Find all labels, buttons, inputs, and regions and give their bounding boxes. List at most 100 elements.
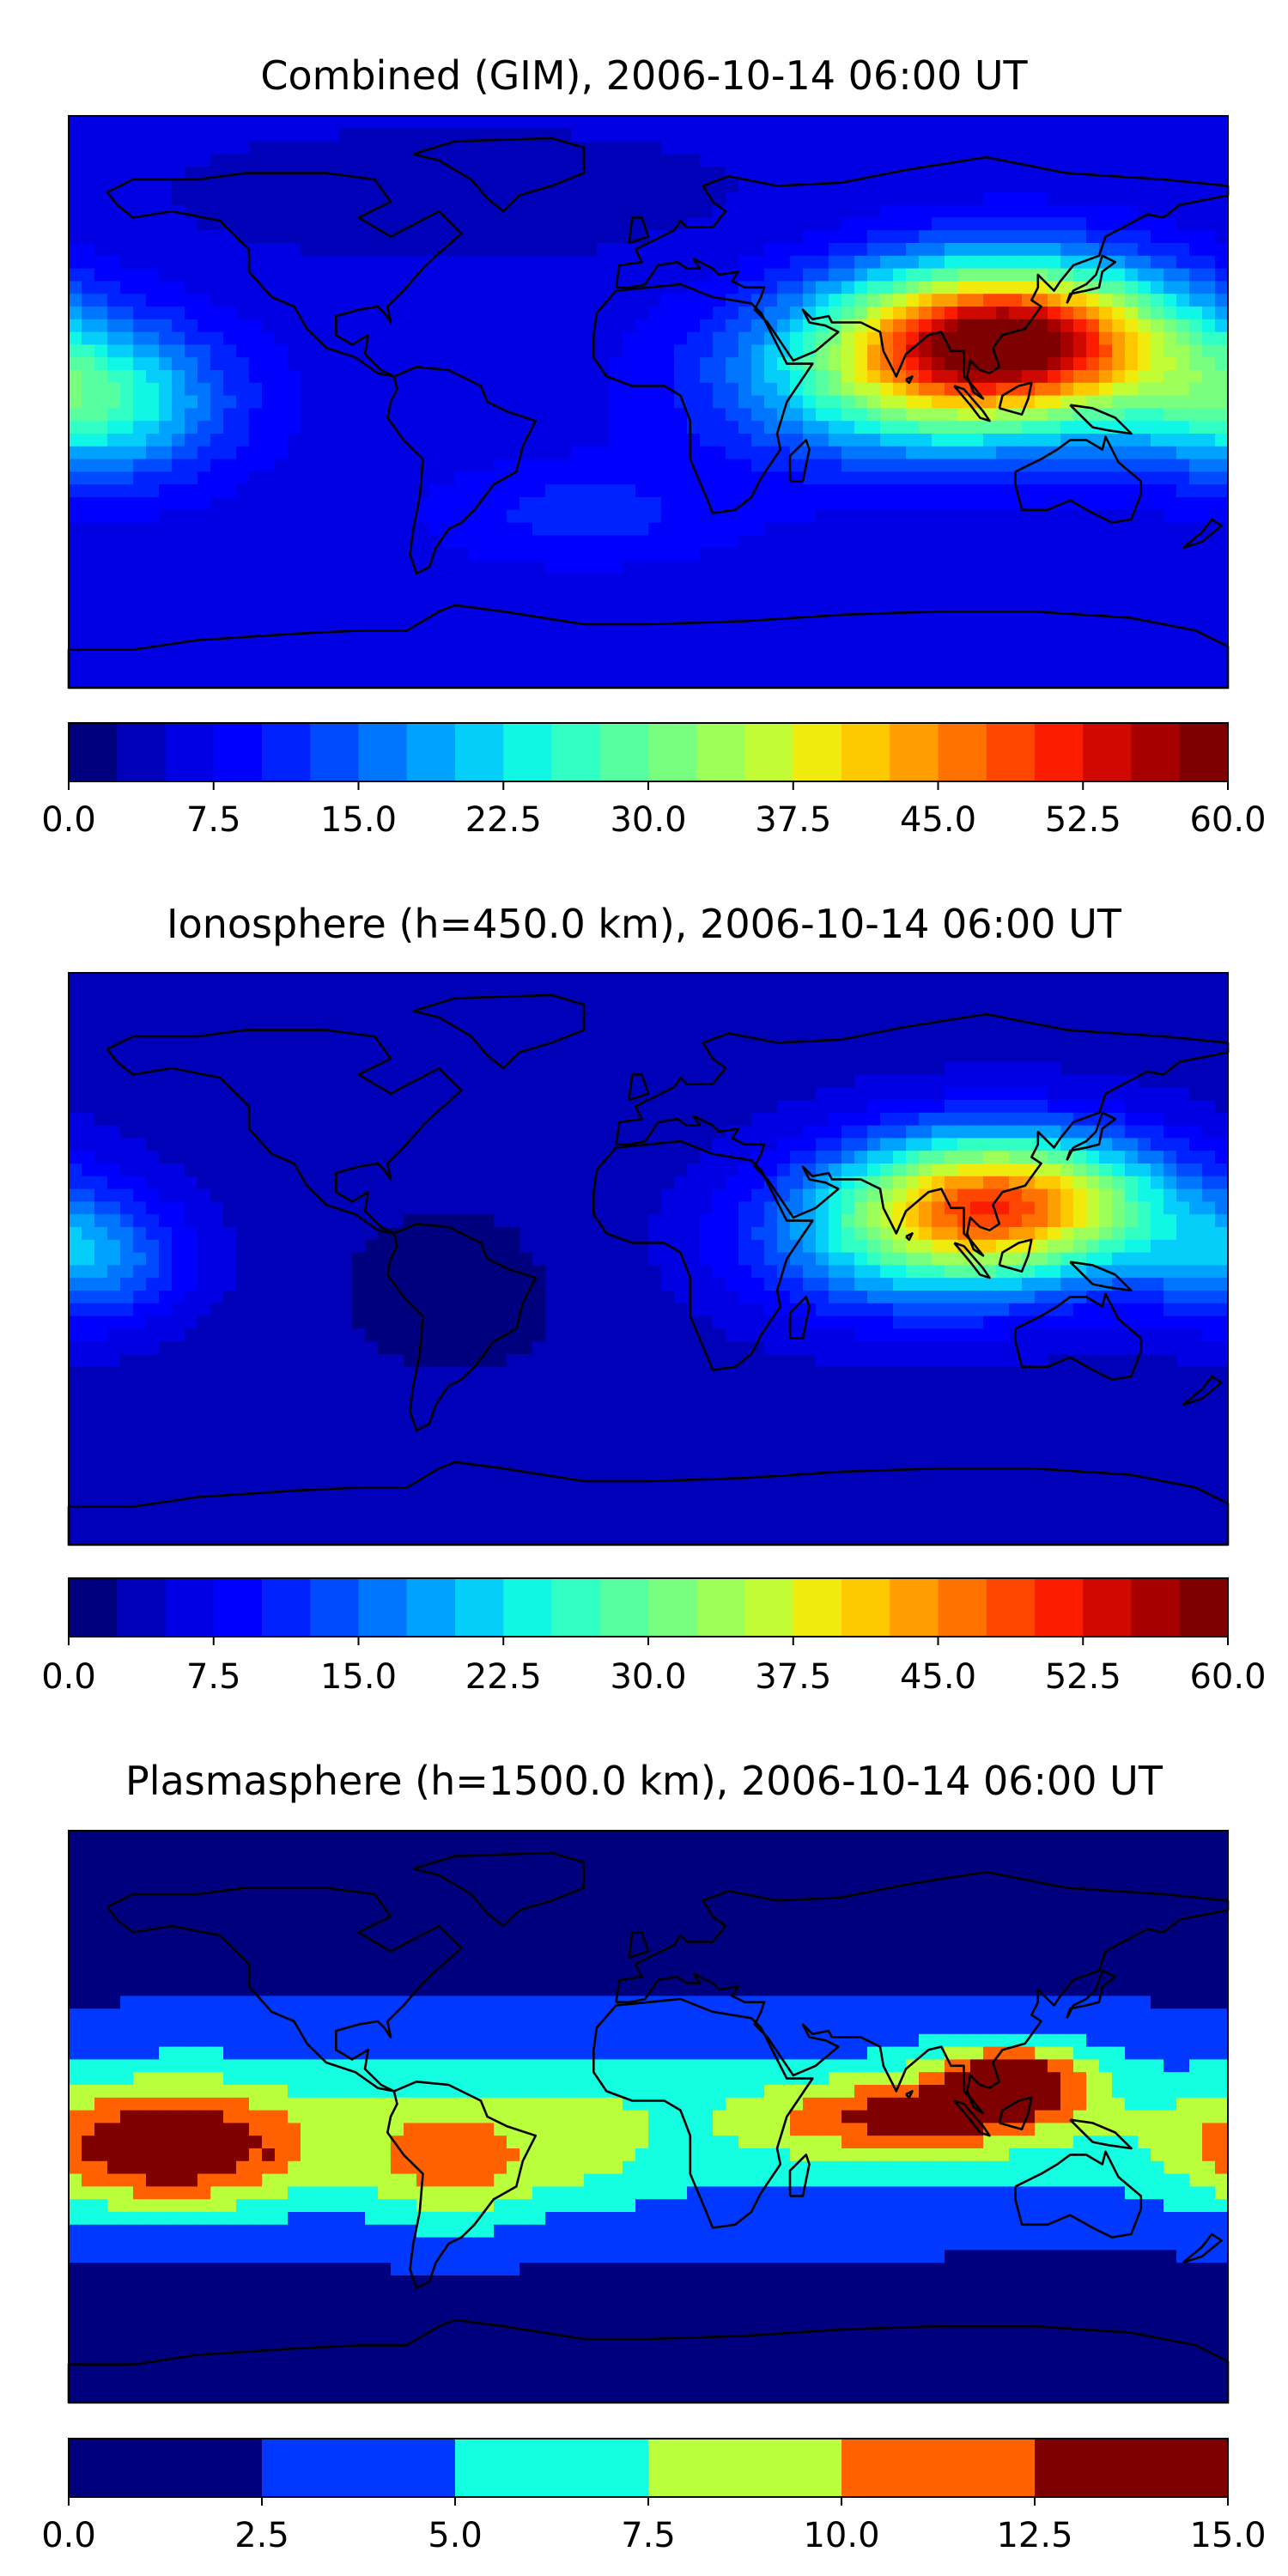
contour-cell	[185, 167, 198, 180]
contour-cell	[880, 497, 894, 511]
contour-cell	[597, 636, 611, 651]
contour-cell	[738, 598, 752, 612]
contour-cell	[262, 636, 276, 651]
contour-cell	[519, 636, 533, 651]
contour-cell	[1009, 1036, 1023, 1050]
contour-cell	[1138, 497, 1151, 511]
contour-cell	[532, 434, 546, 447]
contour-cell	[803, 167, 817, 180]
contour-cell	[661, 281, 675, 295]
contour-cell	[378, 522, 392, 536]
contour-cell	[1163, 255, 1177, 270]
contour-cell	[945, 307, 958, 320]
contour-cell	[507, 1024, 520, 1037]
contour-cell	[558, 116, 572, 130]
contour-cell	[1009, 421, 1023, 434]
contour-cell	[751, 434, 765, 447]
contour-cell	[223, 357, 237, 371]
contour-cell	[339, 561, 353, 574]
contour-cell	[1060, 459, 1074, 472]
contour-cell	[1073, 1048, 1087, 1063]
contour-cell	[416, 116, 430, 130]
contour-cell	[623, 319, 636, 333]
contour-cell	[597, 382, 611, 397]
contour-cell	[494, 382, 507, 397]
contour-cell	[790, 662, 804, 676]
contour-cell	[841, 484, 855, 498]
contour-cell	[945, 446, 958, 460]
contour-cell	[532, 598, 546, 612]
contour-cell	[1138, 434, 1151, 447]
contour-cell	[94, 204, 108, 218]
contour-cell	[893, 307, 907, 320]
contour-cell	[610, 484, 623, 498]
contour-cell	[597, 535, 611, 549]
contour-cell	[803, 1061, 817, 1075]
contour-cell	[674, 243, 688, 257]
contour-cell	[841, 434, 855, 447]
contour-cell	[545, 344, 559, 358]
contour-cell	[1022, 408, 1036, 422]
contour-cell	[172, 281, 185, 295]
contour-cell	[249, 357, 263, 371]
contour-cell	[172, 998, 185, 1012]
contour-cell	[738, 395, 752, 409]
contour-cell	[1099, 1048, 1113, 1063]
contour-cell	[854, 357, 868, 371]
contour-cell	[197, 985, 211, 999]
contour-cell	[841, 357, 855, 371]
contour-cell	[249, 294, 263, 307]
contour-cell	[648, 128, 662, 143]
contour-cell	[365, 255, 379, 270]
contour-cell	[623, 344, 636, 358]
contour-cell	[906, 522, 920, 536]
contour-cell	[481, 331, 495, 345]
contour-cell	[262, 217, 276, 231]
contour-cell	[867, 421, 881, 434]
contour-cell	[623, 1011, 636, 1024]
contour-cell	[854, 344, 868, 358]
contour-cell	[1138, 636, 1151, 651]
contour-cell	[391, 484, 404, 498]
contour-cell	[352, 1087, 366, 1101]
contour-cell	[738, 985, 752, 999]
contour-cell	[1215, 294, 1229, 307]
contour-cell	[107, 484, 121, 498]
contour-cell	[429, 662, 443, 676]
contour-cell	[1138, 649, 1151, 663]
contour-cell	[635, 141, 649, 155]
contour-cell	[790, 1074, 804, 1088]
contour-cell	[223, 421, 237, 434]
contour-cell	[571, 586, 585, 599]
contour-cell	[1215, 243, 1229, 257]
contour-cell	[416, 662, 430, 676]
contour-cell	[1022, 128, 1036, 143]
contour-cell	[236, 1061, 250, 1075]
contour-cell	[1112, 307, 1126, 320]
contour-cell	[957, 484, 971, 498]
contour-cell	[1138, 281, 1151, 295]
contour-cell	[519, 255, 533, 270]
contour-cell	[197, 522, 211, 536]
contour-cell	[713, 116, 726, 130]
contour-cell	[1022, 255, 1036, 270]
contour-cell	[893, 217, 907, 231]
contour-cell	[584, 973, 598, 987]
contour-cell	[404, 497, 417, 511]
contour-cell	[880, 1036, 894, 1050]
contour-cell	[352, 446, 366, 460]
contour-cell	[391, 294, 404, 307]
contour-cell	[1009, 1061, 1023, 1075]
contour-cell	[249, 985, 263, 999]
contour-cell	[829, 1048, 842, 1063]
contour-cell	[803, 191, 817, 206]
contour-cell	[1189, 281, 1203, 295]
contour-cell	[1151, 243, 1164, 257]
contour-cell	[391, 973, 404, 987]
contour-cell	[867, 985, 881, 999]
contour-cell	[571, 1048, 585, 1063]
contour-cell	[378, 446, 392, 460]
contour-cell	[726, 395, 739, 409]
contour-cell	[507, 116, 520, 130]
contour-cell	[442, 408, 456, 422]
